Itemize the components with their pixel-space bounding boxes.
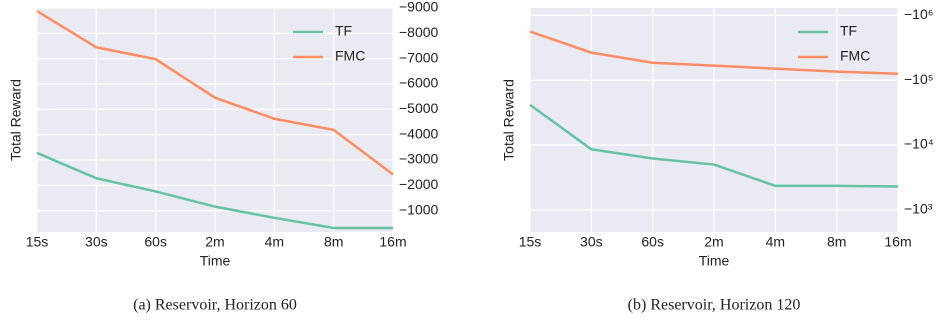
legend-label: TF [840, 23, 857, 39]
x-tick-label: 30s [580, 234, 603, 250]
x-tick-label: 8m [324, 234, 343, 250]
x-tick-label: 8m [827, 234, 846, 250]
x-tick-label: 15s [519, 234, 542, 250]
y-axis-label: Total Reward [501, 79, 517, 161]
caption: (b) Reservoir, Horizon 120 [628, 297, 801, 314]
y-tick-label: −10⁶ [904, 6, 934, 22]
x-tick-label: 16m [379, 234, 406, 250]
series-line [36, 9, 394, 176]
legend-label: FMC [840, 48, 870, 64]
y-tick-label: −6000 [399, 75, 439, 91]
y-tick-label: −2000 [399, 176, 439, 192]
y-tick-label: −10⁴ [904, 136, 934, 152]
x-tick-label: 16m [884, 234, 911, 250]
x-tick-label: 4m [265, 234, 284, 250]
legend-label: FMC [335, 48, 365, 64]
y-axis-label: Total Reward [8, 79, 24, 161]
x-axis-label: Time [699, 253, 730, 269]
y-tick-label: −5000 [399, 100, 439, 116]
y-tick-label: −10³ [904, 201, 933, 217]
y-tick-label: −10⁵ [904, 71, 934, 87]
series-line [36, 151, 393, 230]
y-tick-label: −4000 [399, 125, 439, 141]
series-line [529, 103, 899, 188]
x-tick-label: 30s [85, 234, 108, 250]
x-tick-label: 60s [641, 234, 664, 250]
x-tick-label: 2m [205, 234, 224, 250]
x-axis-label: Time [200, 253, 231, 269]
y-tick-label: −9000 [399, 0, 439, 15]
y-tick-label: −8000 [399, 24, 439, 40]
x-tick-label: 60s [144, 234, 167, 250]
x-tick-label: 4m [766, 234, 785, 250]
x-tick-label: 15s [26, 234, 49, 250]
y-tick-label: −3000 [399, 151, 439, 167]
y-tick-label: −7000 [399, 49, 439, 65]
y-tick-label: −1000 [399, 201, 439, 217]
x-tick-label: 2m [704, 234, 723, 250]
legend-label: TF [335, 23, 352, 39]
series-line [529, 30, 899, 76]
caption: (a) Reservoir, Horizon 60 [133, 297, 297, 314]
